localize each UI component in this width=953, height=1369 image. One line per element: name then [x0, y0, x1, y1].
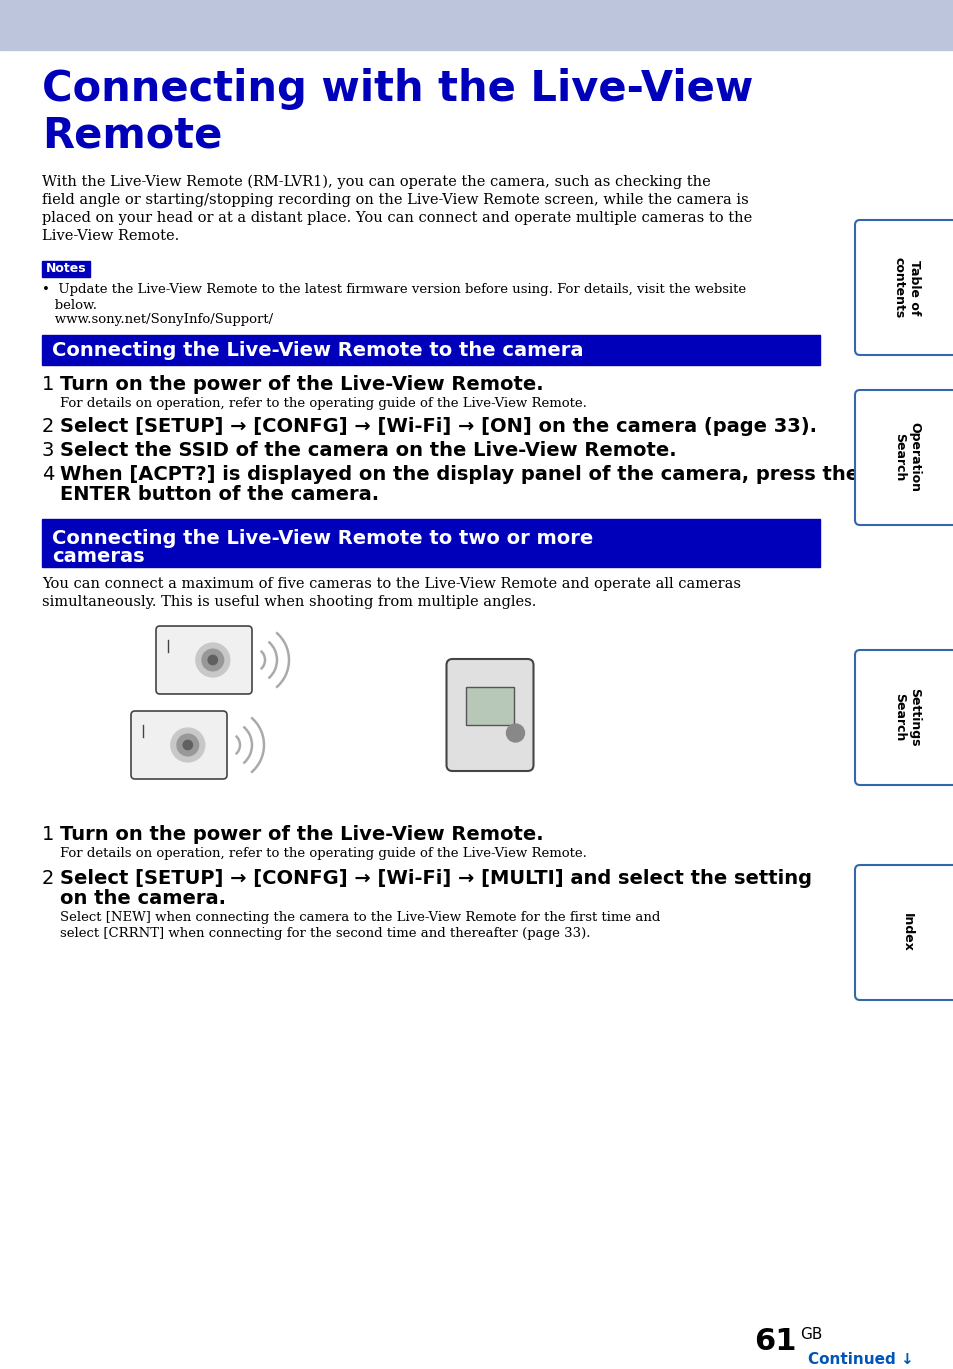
Bar — [42, 335, 820, 366]
Text: For details on operation, refer to the operating guide of the Live-View Remote.: For details on operation, refer to the o… — [60, 397, 586, 409]
Text: on the camera.: on the camera. — [60, 888, 226, 908]
Text: Remote: Remote — [42, 115, 222, 157]
FancyBboxPatch shape — [854, 220, 953, 355]
Circle shape — [506, 724, 524, 742]
Circle shape — [171, 728, 204, 761]
Text: Connecting the Live-View Remote to two or more: Connecting the Live-View Remote to two o… — [52, 528, 593, 548]
Text: ENTER button of the camera.: ENTER button of the camera. — [60, 485, 378, 504]
Text: Settings
Search: Settings Search — [892, 689, 920, 746]
Text: With the Live-View Remote (RM-LVR1), you can operate the camera, such as checkin: With the Live-View Remote (RM-LVR1), you… — [42, 175, 710, 189]
Bar — [465, 687, 514, 726]
Text: You can connect a maximum of five cameras to the Live-View Remote and operate al: You can connect a maximum of five camera… — [42, 576, 740, 591]
Text: Operation
Search: Operation Search — [892, 423, 920, 493]
Text: below.: below. — [42, 298, 97, 312]
FancyBboxPatch shape — [156, 626, 252, 694]
Text: www.sony.net/SonyInfo/Support/: www.sony.net/SonyInfo/Support/ — [42, 314, 273, 326]
FancyBboxPatch shape — [854, 390, 953, 524]
Text: 2: 2 — [42, 418, 54, 435]
Text: For details on operation, refer to the operating guide of the Live-View Remote.: For details on operation, refer to the o… — [60, 847, 586, 860]
FancyBboxPatch shape — [854, 865, 953, 999]
Text: 3: 3 — [42, 441, 54, 460]
Text: 2: 2 — [42, 869, 54, 888]
Text: placed on your head or at a distant place. You can connect and operate multiple : placed on your head or at a distant plac… — [42, 211, 752, 225]
Text: Index: Index — [900, 913, 913, 951]
Text: Select [NEW] when connecting the camera to the Live-View Remote for the first ti: Select [NEW] when connecting the camera … — [60, 910, 659, 924]
FancyBboxPatch shape — [854, 650, 953, 784]
Circle shape — [195, 643, 230, 676]
Circle shape — [202, 649, 223, 671]
Text: select [CRRNT] when connecting for the second time and thereafter (page 33).: select [CRRNT] when connecting for the s… — [60, 927, 590, 941]
Text: Select [SETUP] → [CONFG] → [Wi-Fi] → [ON] on the camera (page 33).: Select [SETUP] → [CONFG] → [Wi-Fi] → [ON… — [60, 418, 816, 435]
Text: •  Update the Live-View Remote to the latest firmware version before using. For : • Update the Live-View Remote to the lat… — [42, 283, 745, 296]
Text: simultaneously. This is useful when shooting from multiple angles.: simultaneously. This is useful when shoo… — [42, 596, 536, 609]
FancyBboxPatch shape — [446, 658, 533, 771]
Text: Select [SETUP] → [CONFG] → [Wi-Fi] → [MULTI] and select the setting: Select [SETUP] → [CONFG] → [Wi-Fi] → [MU… — [60, 869, 811, 888]
Text: Turn on the power of the Live-View Remote.: Turn on the power of the Live-View Remot… — [60, 826, 543, 845]
Text: Connecting with the Live-View: Connecting with the Live-View — [42, 68, 753, 110]
Circle shape — [177, 734, 198, 756]
Text: Continued ↓: Continued ↓ — [807, 1353, 913, 1368]
Bar — [42, 261, 90, 277]
Text: field angle or starting/stopping recording on the Live-View Remote screen, while: field angle or starting/stopping recordi… — [42, 193, 748, 207]
Text: Live-View Remote.: Live-View Remote. — [42, 229, 179, 244]
Text: 1: 1 — [42, 375, 54, 394]
Circle shape — [208, 656, 217, 665]
FancyBboxPatch shape — [131, 711, 227, 779]
Text: When [ACPT?] is displayed on the display panel of the camera, press the: When [ACPT?] is displayed on the display… — [60, 465, 859, 485]
Text: Notes: Notes — [46, 263, 86, 275]
Circle shape — [183, 741, 193, 750]
Text: 61: 61 — [754, 1327, 796, 1357]
Bar — [0, 0, 953, 51]
Text: cameras: cameras — [52, 548, 145, 565]
Text: 1: 1 — [42, 826, 54, 845]
Text: Turn on the power of the Live-View Remote.: Turn on the power of the Live-View Remot… — [60, 375, 543, 394]
Bar — [42, 519, 820, 567]
Text: GB: GB — [800, 1327, 821, 1342]
Text: 4: 4 — [42, 465, 54, 485]
Text: Table of
contents: Table of contents — [892, 257, 920, 318]
Text: Select the SSID of the camera on the Live-View Remote.: Select the SSID of the camera on the Liv… — [60, 441, 676, 460]
Text: Connecting the Live-View Remote to the camera: Connecting the Live-View Remote to the c… — [52, 341, 583, 360]
